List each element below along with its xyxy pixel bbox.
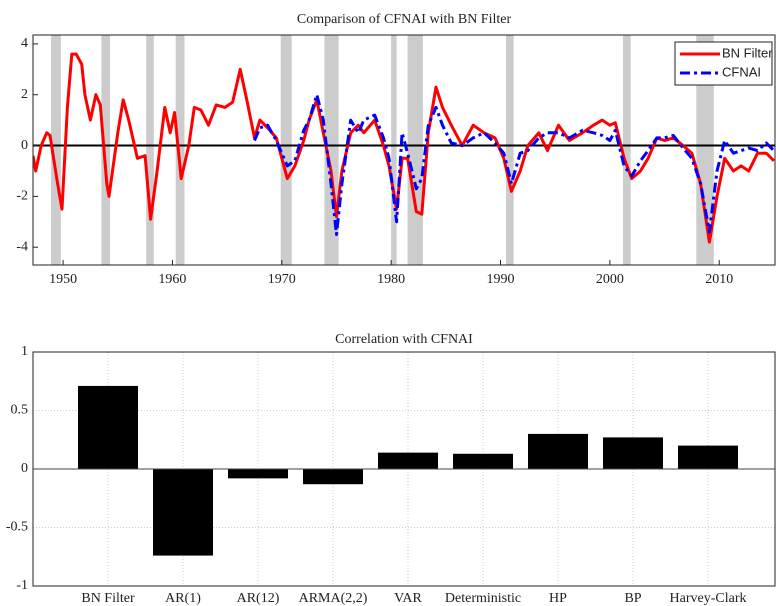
x-tick-label: 1980 (377, 272, 405, 287)
y-tick-label: -1 (16, 578, 28, 593)
y-tick-label: -4 (16, 239, 28, 254)
x-tick-label: AR(12) (237, 591, 280, 606)
chart-title: Correlation with CFNAI (335, 332, 473, 347)
bar (78, 385, 138, 469)
bar (528, 433, 588, 469)
legend-label: CFNAI (722, 64, 761, 79)
recession-band (622, 35, 631, 265)
x-tick-label: 1960 (158, 272, 186, 287)
x-tick-label: 1990 (487, 272, 515, 287)
x-tick-label: 2010 (705, 272, 733, 287)
legend-box (674, 41, 773, 86)
bar (603, 437, 663, 469)
bar (228, 469, 288, 479)
x-tick-label: VAR (394, 591, 422, 606)
legend-label: BN Filter (722, 45, 773, 60)
x-tick-label: AR(1) (165, 591, 201, 606)
y-tick-label: 0.5 (11, 403, 29, 418)
recession-band (101, 35, 111, 265)
recession-band (505, 35, 514, 265)
y-tick-label: 2 (21, 87, 28, 102)
recession-band (280, 35, 292, 265)
recession-band (407, 35, 423, 265)
y-tick-label: -2 (16, 189, 28, 204)
x-tick-label: 1950 (49, 272, 77, 287)
recession-band (146, 35, 154, 265)
x-tick-label: Harvey-Clark (670, 591, 747, 606)
bar (153, 469, 213, 556)
y-tick-label: 0 (21, 138, 28, 153)
axes-frame (32, 351, 776, 587)
series-line (33, 52, 775, 244)
recession-band (175, 35, 185, 265)
x-tick-label: HP (549, 591, 567, 606)
x-tick-label: 1970 (268, 272, 296, 287)
y-tick-label: -0.5 (6, 520, 28, 535)
recession-band (696, 35, 714, 265)
axes-frame (32, 34, 776, 266)
series-line (253, 93, 775, 236)
recession-band (391, 35, 397, 265)
y-tick-label: 0 (21, 461, 28, 476)
x-tick-label: 2000 (596, 272, 624, 287)
chart-title: Comparison of CFNAI with BN Filter (297, 12, 512, 27)
x-tick-label: BP (624, 591, 641, 606)
x-tick-label: BN Filter (81, 591, 135, 606)
bar (453, 453, 513, 469)
y-tick-label: 4 (21, 36, 28, 51)
recession-band (51, 35, 61, 265)
bar (378, 452, 438, 469)
bar (678, 445, 738, 469)
y-tick-label: 1 (21, 344, 28, 359)
x-tick-label: Deterministic (445, 591, 521, 606)
bar (303, 469, 363, 485)
x-tick-label: ARMA(2,2) (299, 591, 368, 606)
